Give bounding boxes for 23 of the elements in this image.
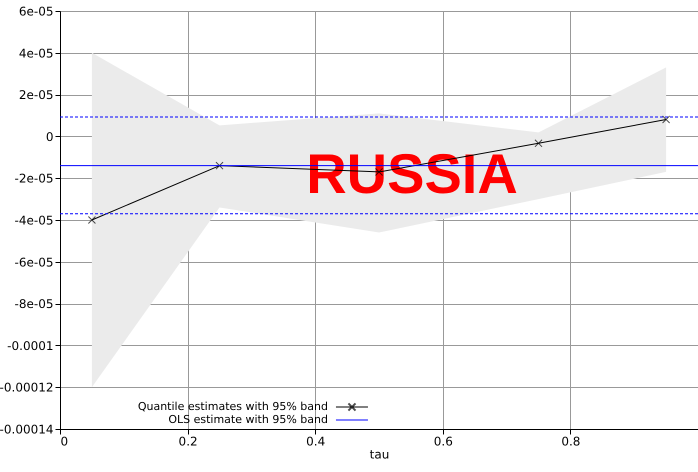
y-tick-label: 6e-05 [18,4,54,18]
y-tick-label: -0.00014 [0,422,54,436]
y-tick-label: -6e-05 [14,255,54,270]
y-tick-label: -2e-05 [14,172,54,186]
x-tick-label: 0.2 [178,434,198,448]
x-tick-label: 0.6 [434,434,453,448]
legend-label: Quantile estimates with 95% band [138,400,328,413]
y-tick-label: -0.0001 [7,338,54,353]
y-tick-label: -0.00012 [0,380,54,395]
x-tick-label: 0.8 [561,434,580,448]
y-tick-label: -4e-05 [14,214,54,228]
x-tick-label: 0 [60,434,68,448]
y-tick-label: 4e-05 [18,46,54,60]
point [662,115,670,124]
x-axis-title: tau [370,448,390,462]
point [88,216,96,224]
y-tick-label: 0 [46,130,54,144]
legend-label: OLS estimate with 95% band [168,413,328,426]
point [215,162,224,170]
x-tick-label: 0.4 [306,434,326,448]
y-tick-label: 2e-05 [18,88,54,102]
point [534,139,543,148]
y-tick-label: -8e-05 [14,297,54,312]
